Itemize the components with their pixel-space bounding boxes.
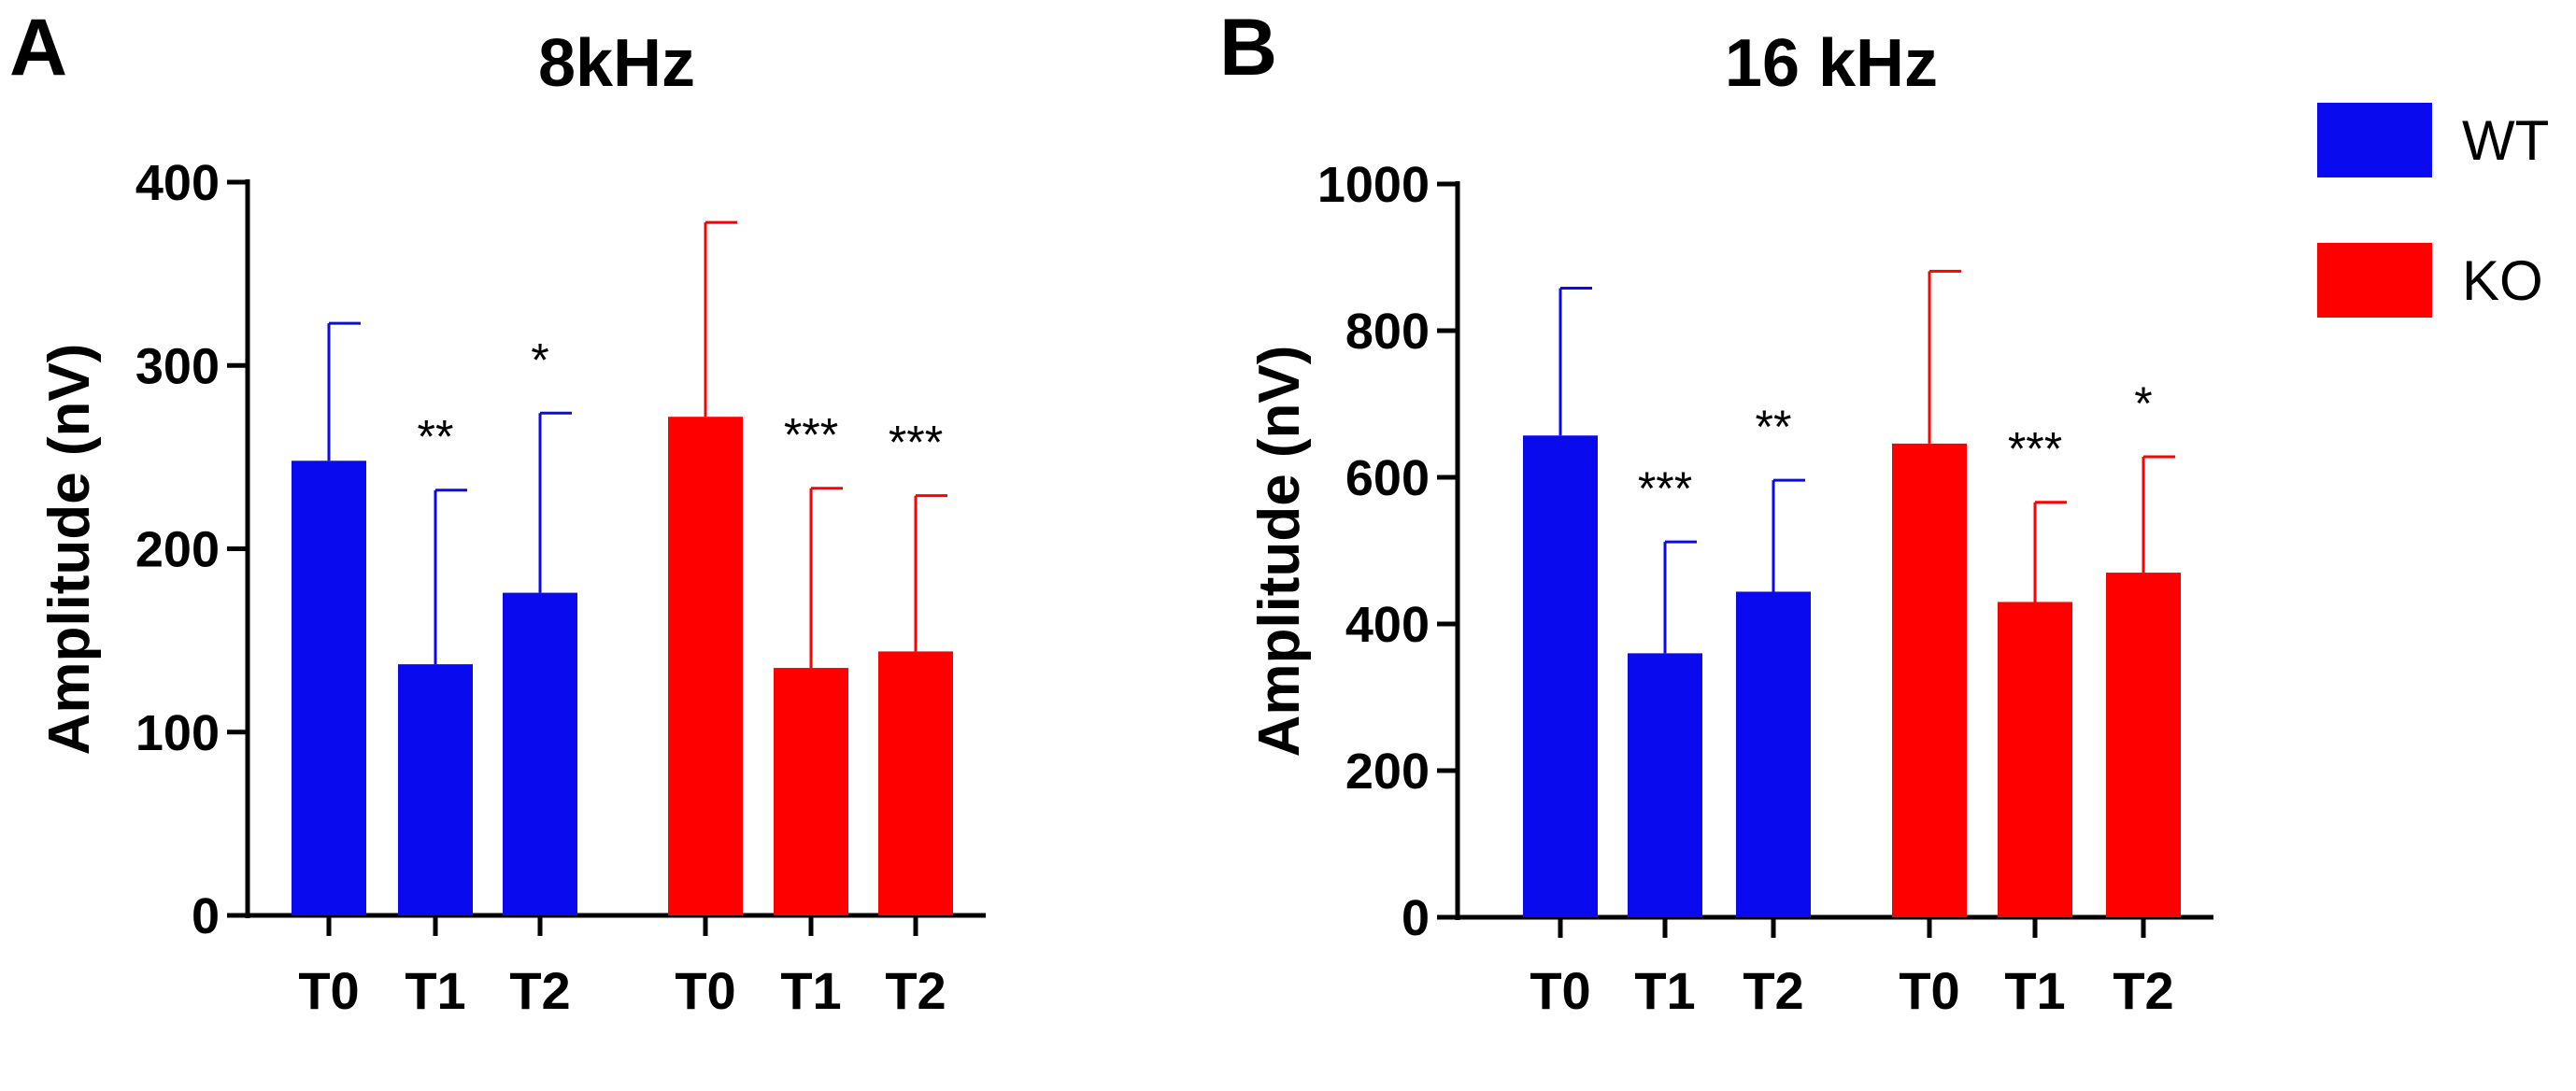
bar-wt-t0 — [1523, 435, 1598, 917]
chart-title: 8kHz — [538, 26, 695, 101]
y-tick-label: 1000 — [1317, 157, 1430, 213]
x-tick-label: T2 — [2113, 961, 2173, 1020]
significance-label: *** — [1638, 462, 1692, 515]
legend-swatch-wt — [2317, 103, 2432, 177]
bar-ko-t1 — [774, 668, 848, 915]
significance-label: *** — [889, 417, 943, 469]
y-tick-label: 200 — [1345, 744, 1430, 800]
significance-label: ** — [1756, 401, 1792, 453]
bar-ko-t0 — [1892, 443, 1967, 917]
significance-label: * — [531, 333, 548, 386]
y-tick-label: 400 — [135, 155, 220, 211]
significance-label: ** — [418, 411, 454, 463]
legend: WT KO — [2317, 103, 2549, 318]
x-tick-label: T1 — [2004, 961, 2065, 1020]
panel-letter: B — [1219, 3, 1277, 92]
bar-wt-t0 — [292, 460, 366, 915]
legend-label-ko: KO — [2462, 249, 2543, 312]
legend-label-wt: WT — [2462, 109, 2549, 172]
x-tick-label: T1 — [1634, 961, 1695, 1020]
y-tick-label: 200 — [135, 522, 220, 578]
x-tick-label: T0 — [1530, 961, 1590, 1020]
significance-label: * — [2134, 377, 2152, 430]
chart-title: 16 kHz — [1725, 26, 1938, 101]
bar-wt-t2 — [1736, 591, 1811, 917]
y-tick-label: 300 — [135, 338, 220, 394]
bar-wt-t2 — [503, 592, 577, 915]
significance-label: *** — [2008, 423, 2062, 475]
y-tick-label: 600 — [1345, 450, 1430, 506]
x-tick-label: T0 — [675, 961, 735, 1020]
bar-wt-t1 — [1628, 653, 1702, 917]
y-tick-label: 0 — [192, 888, 220, 944]
bar-ko-t2 — [2106, 573, 2181, 917]
bar-ko-t0 — [668, 417, 743, 915]
x-tick-label: T0 — [298, 961, 359, 1020]
chart-panel-a: A 8kHz Amplitude (nV) 0 100 200 300 400 T0 T1 ** T2… — [9, 3, 986, 1020]
y-tick-label: 800 — [1345, 304, 1430, 360]
bar-wt-t1 — [398, 664, 473, 915]
x-tick-label: T1 — [780, 961, 841, 1020]
panel-letter: A — [9, 3, 67, 92]
legend-swatch-ko — [2317, 243, 2432, 318]
bar-ko-t1 — [1998, 602, 2072, 917]
y-axis-label: Amplitude (nV) — [37, 344, 102, 756]
x-tick-label: T2 — [1743, 961, 1803, 1020]
significance-label: *** — [784, 409, 838, 461]
y-axis-label: Amplitude (nV) — [1247, 346, 1312, 758]
x-tick-label: T2 — [885, 961, 946, 1020]
x-tick-label: T1 — [405, 961, 465, 1020]
x-tick-label: T0 — [1899, 961, 1959, 1020]
bar-ko-t2 — [878, 651, 953, 915]
y-tick-label: 100 — [135, 705, 220, 761]
x-tick-label: T2 — [509, 961, 570, 1020]
chart-panel-b: B 16 kHz Amplitude (nV) 0 200 400 600 800 1000 T0… — [1219, 3, 2213, 1020]
y-tick-label: 0 — [1402, 890, 1430, 946]
y-tick-label: 400 — [1345, 597, 1430, 653]
